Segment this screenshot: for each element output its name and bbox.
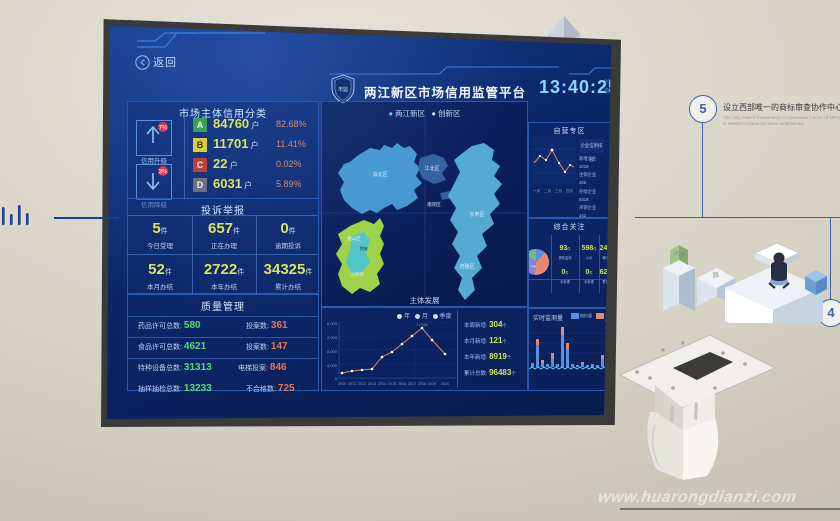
svg-text:三月: 三月	[555, 188, 562, 193]
svg-text:长寿区: 长寿区	[469, 211, 484, 218]
svg-text:2020: 2020	[441, 382, 449, 386]
svg-text:璧山区: 璧山区	[347, 235, 361, 242]
svg-text:0: 0	[335, 376, 338, 381]
svg-text:2018: 2018	[418, 382, 426, 386]
svg-text:2014: 2014	[378, 382, 386, 386]
svg-text:市监: 市监	[338, 86, 348, 93]
svg-text:二月: 二月	[544, 188, 551, 193]
svg-text:12,000: 12,000	[327, 335, 338, 340]
svg-text:2016: 2016	[398, 382, 406, 386]
svg-text:2011: 2011	[348, 382, 356, 386]
svg-text:园: 园	[712, 272, 719, 280]
svg-text:江北区: 江北区	[424, 165, 439, 172]
svg-text:16,000: 16,000	[327, 322, 338, 326]
svg-text:2019: 2019	[428, 382, 436, 386]
svg-text:3%: 3%	[159, 170, 168, 176]
svg-text:四月: 四月	[566, 188, 573, 193]
svg-text:南岸区: 南岸区	[427, 201, 441, 208]
svg-text:8,000: 8,000	[327, 349, 338, 354]
svg-text:7%: 7%	[159, 126, 168, 132]
svg-text:沙坪坝: 沙坪坝	[350, 271, 364, 278]
svg-text:涪陵区: 涪陵区	[459, 263, 474, 270]
svg-text:2015: 2015	[388, 382, 396, 386]
svg-text:4,000: 4,000	[327, 363, 338, 368]
svg-text:2012: 2012	[358, 382, 366, 386]
svg-text:2017: 2017	[408, 382, 416, 386]
svg-text:2013: 2013	[368, 382, 376, 386]
svg-text:2010: 2010	[338, 382, 346, 386]
svg-text:悦来: 悦来	[360, 245, 368, 251]
svg-text:一月: 一月	[533, 188, 540, 193]
svg-text:17,934: 17,934	[417, 323, 428, 327]
svg-text:渝北区: 渝北区	[372, 171, 387, 178]
svg-text:73%: 73%	[530, 265, 536, 269]
